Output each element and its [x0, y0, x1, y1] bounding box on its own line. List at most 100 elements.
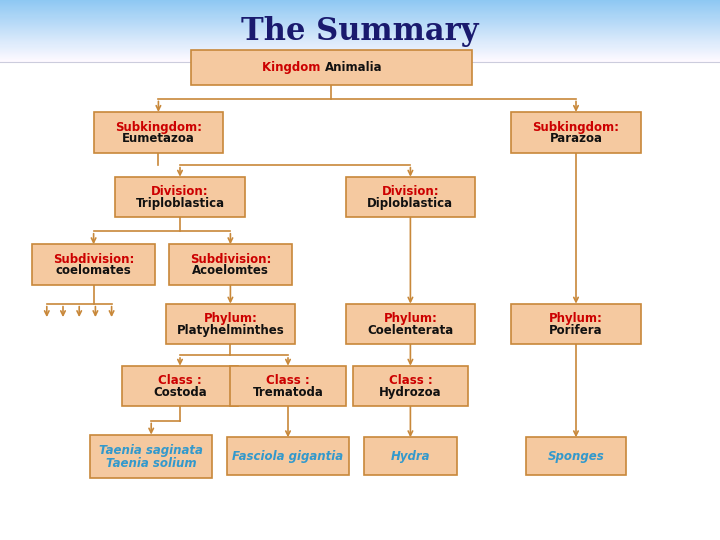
Bar: [0, 17, 720, 19]
Bar: [0, 58, 720, 60]
Bar: [0, 5, 720, 7]
Bar: [0, 49, 720, 51]
Bar: [0, 35, 720, 37]
Bar: [0, 23, 720, 25]
Text: Parazoa: Parazoa: [549, 132, 603, 145]
Bar: [0, 30, 720, 32]
FancyBboxPatch shape: [526, 437, 626, 475]
Bar: [0, 53, 720, 55]
Text: coelomates: coelomates: [55, 265, 132, 278]
Bar: [0, 6, 720, 8]
Text: Hydrozoa: Hydrozoa: [379, 386, 441, 399]
Bar: [0, 34, 720, 36]
Bar: [0, 12, 720, 15]
Text: Diploblastica: Diploblastica: [367, 197, 454, 210]
Bar: [0, 51, 720, 53]
Text: Subkingdom:: Subkingdom:: [533, 120, 619, 133]
Text: Division:: Division:: [382, 185, 439, 198]
FancyBboxPatch shape: [511, 303, 641, 345]
Bar: [0, 43, 720, 45]
Bar: [0, 22, 720, 24]
Bar: [0, 26, 720, 28]
Bar: [0, 7, 720, 9]
Bar: [0, 40, 720, 43]
Bar: [0, 3, 720, 5]
Bar: [0, 50, 720, 52]
Bar: [0, 38, 720, 40]
Bar: [0, 15, 720, 17]
FancyBboxPatch shape: [32, 244, 155, 285]
Bar: [0, 42, 720, 44]
FancyBboxPatch shape: [169, 244, 292, 285]
Bar: [0, 36, 720, 38]
Bar: [0, 11, 720, 14]
Bar: [0, 28, 720, 30]
Bar: [0, 14, 720, 16]
FancyBboxPatch shape: [90, 435, 212, 478]
FancyBboxPatch shape: [191, 50, 472, 85]
Bar: [0, 27, 720, 29]
Text: Eumetazoa: Eumetazoa: [122, 132, 195, 145]
Bar: [0, 56, 720, 58]
Text: Subdivision:: Subdivision:: [189, 253, 271, 266]
Text: Costoda: Costoda: [153, 386, 207, 399]
FancyBboxPatch shape: [115, 177, 245, 217]
Bar: [0, 52, 720, 54]
FancyBboxPatch shape: [94, 112, 223, 152]
Text: The Summary: The Summary: [241, 16, 479, 46]
Bar: [0, 25, 720, 27]
Bar: [0, 44, 720, 46]
Text: Division:: Division:: [151, 185, 209, 198]
Bar: [0, 54, 720, 56]
FancyBboxPatch shape: [346, 303, 475, 345]
Bar: [0, 31, 720, 33]
Bar: [0, 19, 720, 22]
Bar: [0, 16, 720, 18]
Bar: [0, 0, 720, 1]
Bar: [0, 37, 720, 39]
Text: Class :: Class :: [266, 374, 310, 387]
Text: Phylum:: Phylum:: [204, 312, 257, 325]
Text: Class :: Class :: [389, 374, 432, 387]
Bar: [0, 32, 720, 34]
FancyBboxPatch shape: [346, 177, 475, 217]
Bar: [0, 24, 720, 26]
Bar: [0, 9, 720, 11]
Bar: [0, 21, 720, 23]
Bar: [0, 17, 720, 18]
Bar: [0, 55, 720, 57]
Bar: [0, 46, 720, 49]
Text: Fasciola gigantia: Fasciola gigantia: [233, 450, 343, 463]
Bar: [0, 1, 720, 3]
FancyBboxPatch shape: [511, 112, 641, 152]
Text: Phylum:: Phylum:: [549, 312, 603, 325]
Text: Class :: Class :: [158, 374, 202, 387]
Bar: [0, 8, 720, 10]
FancyBboxPatch shape: [122, 366, 238, 407]
Text: Triploblastica: Triploblastica: [135, 197, 225, 210]
Text: Coelenterata: Coelenterata: [367, 324, 454, 337]
Bar: [0, 39, 720, 42]
Text: Acoelomtes: Acoelomtes: [192, 265, 269, 278]
Bar: [0, 29, 720, 31]
Text: Sponges: Sponges: [548, 450, 604, 463]
Text: Subdivision:: Subdivision:: [53, 253, 135, 266]
FancyBboxPatch shape: [230, 366, 346, 407]
Text: Taenia solium: Taenia solium: [106, 457, 197, 470]
Bar: [0, 0, 720, 2]
Bar: [0, 2, 720, 4]
Bar: [0, 10, 720, 12]
Bar: [0, 4, 720, 6]
Text: Trematoda: Trematoda: [253, 386, 323, 399]
Text: Platyhelminthes: Platyhelminthes: [176, 324, 284, 337]
Text: Phylum:: Phylum:: [384, 312, 437, 325]
Bar: [0, 45, 720, 48]
Text: Hydra: Hydra: [391, 450, 430, 463]
Text: Subkingdom:: Subkingdom:: [115, 120, 202, 133]
Text: Porifera: Porifera: [549, 324, 603, 337]
FancyBboxPatch shape: [166, 303, 295, 345]
Bar: [0, 59, 720, 61]
Bar: [0, 42, 720, 44]
Text: Animalia: Animalia: [325, 61, 382, 74]
Bar: [0, 18, 720, 21]
